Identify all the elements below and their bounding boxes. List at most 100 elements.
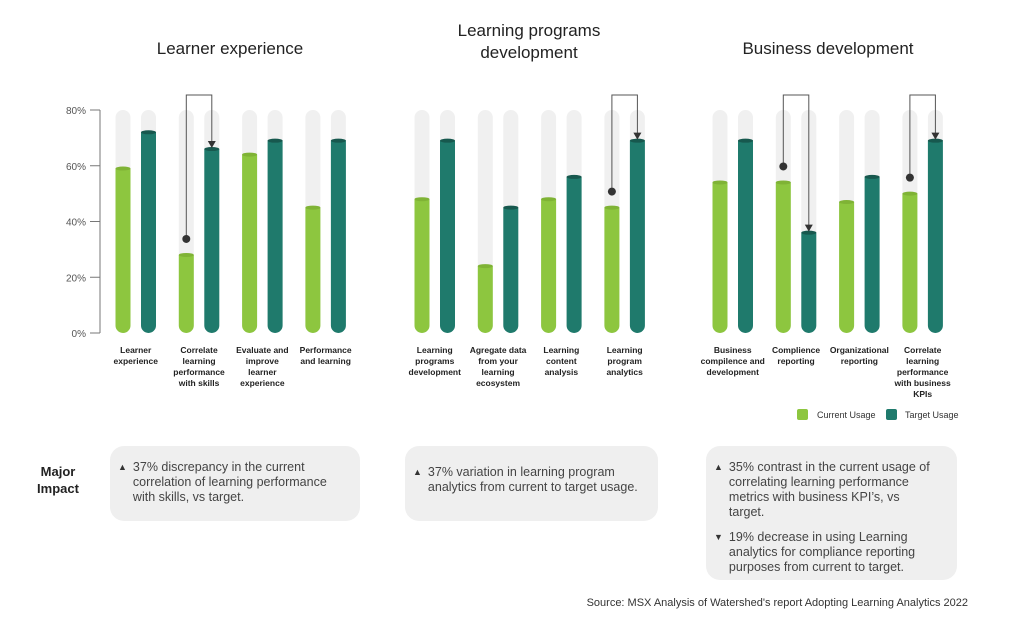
bar-cap	[414, 197, 430, 202]
arrowhead-icon	[804, 224, 813, 232]
bar-cap	[775, 180, 791, 185]
chart-title-line2: development	[480, 43, 578, 62]
bar-target	[801, 232, 817, 333]
bar-current	[712, 182, 728, 333]
impact-box: ▲ 35% contrast in the current usage of co…	[706, 446, 957, 580]
connector-arrow	[782, 94, 810, 227]
bar-target	[864, 176, 880, 333]
category-label: learner	[248, 367, 277, 377]
category-label: Performance	[300, 345, 352, 355]
y-tick-label: 80%	[66, 106, 86, 117]
connector-arrow	[909, 94, 936, 178]
current-marker-dot	[607, 187, 616, 196]
bar-target	[738, 140, 753, 333]
bar-cap	[440, 138, 455, 143]
bar-current	[178, 254, 194, 333]
category-label: experience	[114, 356, 159, 366]
arrow-up-icon: ▲	[118, 462, 127, 472]
connector-arrow	[611, 94, 638, 192]
bar-cap	[178, 252, 194, 257]
category-label: programs	[415, 356, 454, 366]
bar-cap	[541, 197, 557, 202]
bar-current	[775, 182, 791, 333]
bar-target	[566, 176, 582, 333]
bar-current	[839, 201, 855, 333]
category-label: Learning	[417, 345, 453, 355]
bar-cap	[801, 230, 817, 235]
legend-label-current: Current Usage	[817, 410, 876, 420]
category-label: Correlate	[180, 345, 218, 355]
bar-current	[541, 199, 557, 333]
bar-cap	[503, 205, 519, 210]
y-tick-label: 20%	[66, 273, 86, 284]
category-label: Learning	[543, 345, 579, 355]
bar-cap	[927, 138, 943, 143]
impact-item: ▼ 19% decrease in using Learning analytic…	[714, 530, 937, 575]
category-label: Learning	[607, 345, 643, 355]
category-label: with skills	[178, 378, 220, 388]
y-tick-label: 0%	[72, 329, 87, 340]
impact-item: ▲ 35% contrast in the current usage of co…	[714, 460, 937, 520]
category-label: Complience	[772, 345, 820, 355]
category-label: Correlate	[904, 345, 942, 355]
bar-cap	[267, 138, 283, 143]
chart-title: Business development	[742, 39, 913, 58]
bar-current	[242, 154, 258, 333]
impact-item: ▲ 37% variation in learning program analy…	[413, 465, 644, 495]
impact-text: 37% discrepancy in the current correlati…	[132, 460, 327, 504]
current-marker-dot	[182, 234, 191, 243]
category-label: program	[607, 356, 642, 366]
bar-current	[115, 168, 131, 333]
bar-cap	[566, 174, 582, 179]
impact-text: 19% decrease in using Learning analytics…	[728, 530, 916, 574]
category-label: content	[546, 356, 577, 366]
category-label: analysis	[545, 367, 579, 377]
category-label: analytics	[606, 367, 643, 377]
category-label: ecosystem	[476, 378, 520, 388]
bar-target	[927, 140, 943, 333]
major-impact-label: Major Impact	[37, 464, 79, 496]
bar-target	[330, 140, 346, 333]
impact-box: ▲ 37% variation in learning program analy…	[405, 446, 658, 521]
category-label: learning	[183, 356, 216, 366]
category-label: with business	[894, 378, 951, 388]
bar-target	[141, 132, 156, 333]
category-label: performance	[897, 367, 949, 377]
category-label: performance	[173, 367, 225, 377]
category-label: KPIs	[913, 389, 932, 399]
impact-text: 37% variation in learning program analyt…	[427, 465, 638, 494]
bar-cap	[712, 180, 728, 185]
arrow-up-icon: ▲	[714, 462, 723, 472]
bar-cap	[242, 152, 258, 157]
arrow-down-icon: ▼	[714, 532, 723, 542]
category-label: Business	[714, 345, 752, 355]
bar-cap	[204, 147, 220, 152]
category-label: reporting	[841, 356, 878, 366]
bar-cap	[864, 174, 880, 179]
category-label: development	[707, 367, 760, 377]
bar-current	[414, 199, 430, 333]
category-label: learning	[906, 356, 939, 366]
chart-title: Learning programs	[458, 21, 601, 40]
y-tick-label: 60%	[66, 162, 86, 173]
bar-current	[305, 207, 321, 333]
bar-cap	[629, 138, 645, 143]
category-label: improve	[246, 356, 279, 366]
connector-arrow	[185, 94, 213, 239]
bar-cap	[902, 191, 918, 196]
bar-current	[902, 193, 918, 333]
current-marker-dot	[779, 162, 788, 171]
bar-cap	[330, 138, 346, 143]
impact-item: ▲ 37% discrepancy in the current correlat…	[118, 460, 340, 505]
category-label: and learning	[300, 356, 351, 366]
legend-label-target: Target Usage	[905, 410, 959, 420]
legend-swatch-current	[797, 409, 808, 420]
category-label: Learner	[120, 345, 152, 355]
bar-cap	[141, 130, 156, 135]
legend-swatch-target	[886, 409, 897, 420]
bar-target	[204, 149, 220, 333]
bar-cap	[604, 205, 620, 210]
category-label: compilence and	[701, 356, 765, 366]
